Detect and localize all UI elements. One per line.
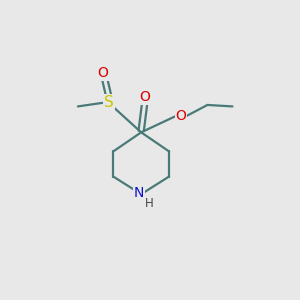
Text: N: N: [134, 186, 144, 200]
Text: O: O: [139, 90, 150, 104]
Text: S: S: [104, 95, 114, 110]
Text: O: O: [98, 66, 108, 80]
Text: H: H: [145, 197, 154, 210]
Text: O: O: [176, 109, 186, 123]
